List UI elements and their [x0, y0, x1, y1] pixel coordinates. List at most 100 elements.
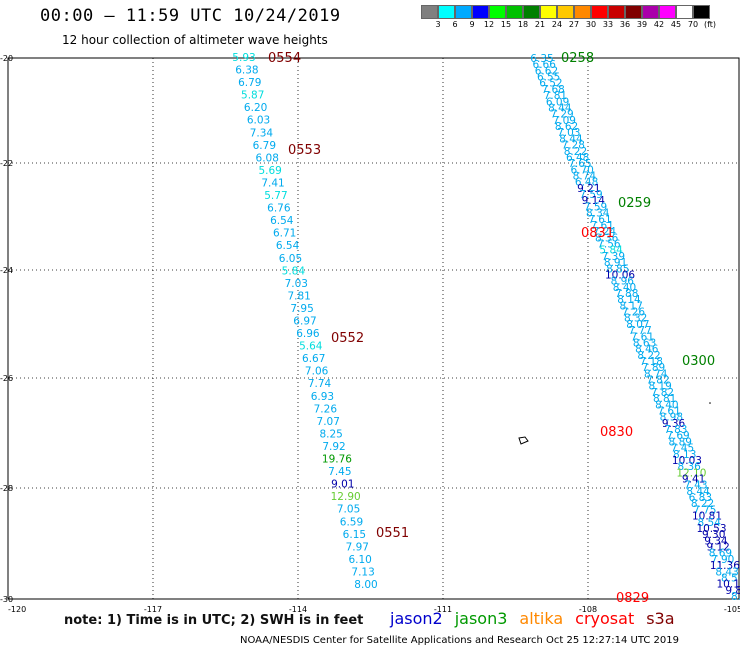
wave-height-value: 5.84: [282, 265, 306, 277]
page-subtitle: 12 hour collection of altimeter wave hei…: [62, 33, 328, 47]
wave-height-value: 7.56: [597, 239, 621, 251]
wave-height-value: 7.06: [305, 366, 329, 378]
page-title: 00:00 — 11:59 UTC 10/24/2019: [40, 6, 341, 26]
wave-height-value: 9.21: [577, 183, 600, 195]
wave-height-value: 7.68: [541, 84, 564, 96]
color-swatch: [472, 5, 489, 19]
wave-height-value: 6.79: [253, 140, 276, 152]
wave-height-value: 9.01: [331, 479, 354, 491]
wave-height-value: 19.76: [322, 454, 352, 466]
wave-height-value: 9.41: [682, 474, 705, 486]
wave-height-value: 8.69: [709, 548, 732, 560]
wave-height-value: 6.54: [270, 215, 294, 227]
wave-height-value: 8.74: [573, 170, 597, 182]
wave-height-value: 5.84: [599, 245, 623, 257]
wave-height-value: 6.38: [235, 65, 258, 77]
wave-height-value: 8.22: [564, 146, 587, 158]
color-scale-label: 30: [585, 20, 597, 29]
color-swatch: [506, 5, 523, 19]
wave-height-value: 8.5: [721, 572, 738, 584]
color-scale-label: 3: [435, 20, 441, 29]
color-scale-label: 24: [551, 20, 563, 29]
wave-height-value: 5.93: [232, 52, 255, 64]
wave-height-value: 8.32: [624, 313, 647, 325]
wave-height-value: 7.39: [602, 251, 625, 263]
satellite-legend: jason2 jason3 altika cryosat s3a: [390, 609, 687, 628]
latitude-label: -20: [0, 54, 13, 63]
wave-height-value: 11.36: [710, 560, 740, 572]
wave-height-value: 7.09: [553, 115, 576, 127]
wave-height-value: 8.44: [548, 102, 572, 114]
wave-height-value: 9.12: [706, 542, 729, 554]
wave-height-value: 7.77: [628, 325, 651, 337]
color-scale-label: 42: [653, 20, 665, 29]
wave-height-value: 8.17: [620, 300, 643, 312]
wave-height-value: 8.40: [613, 282, 636, 294]
wave-height-value: 7.45: [328, 466, 351, 478]
wave-height-value: 8.40: [655, 399, 678, 411]
wave-height-value: 7.89: [642, 362, 665, 374]
wave-height-value: 7.24: [593, 226, 617, 238]
wave-height-value: 7.61: [631, 331, 654, 343]
wave-height-value: 9.14: [582, 195, 606, 207]
footer-credit: NOAA/NESDIS Center for Satellite Applica…: [240, 635, 679, 646]
longitude-label: -105: [724, 605, 740, 614]
wave-height-value: 6.20: [244, 102, 267, 114]
wave-height-value: 7.28: [562, 140, 585, 152]
wave-height-value: 7.88: [615, 288, 638, 300]
color-scale-label: 33: [602, 20, 614, 29]
color-swatch: [421, 5, 438, 19]
longitude-labels: -120 -117 -114 -111 -108 -105: [8, 605, 740, 614]
wave-height-value: 12.90: [331, 491, 361, 503]
wave-height-value: 5.69: [258, 165, 281, 177]
color-scale-swatches: [421, 5, 710, 19]
wave-height-value: 10.12: [717, 579, 740, 591]
wave-height-value: 8.00: [354, 579, 377, 591]
wave-height-value: 9.30: [702, 529, 725, 541]
wave-height-value: 8.25: [319, 428, 342, 440]
wave-height-value: 7.26: [622, 307, 646, 319]
wave-height-value: 6.76: [267, 203, 291, 215]
pass-time-label: 0552: [331, 331, 364, 346]
color-swatch: [693, 5, 710, 19]
wave-height-value: 6.97: [293, 316, 316, 328]
wave-height-value: 7.81: [544, 90, 567, 102]
wave-height-value: 6.70: [570, 164, 593, 176]
wave-height-value: 10.03: [672, 455, 702, 467]
pass-time-label: 0829: [616, 591, 649, 606]
color-swatch: [659, 5, 676, 19]
wave-height-value: 8.98: [660, 412, 683, 424]
wave-height-value: 8.36: [677, 461, 701, 473]
latitude-labels: -20 -22 -24 -26 -28 -30: [0, 54, 13, 604]
wave-height-value: 7.59: [584, 201, 607, 213]
wave-height-value: 7.43: [684, 480, 707, 492]
wave-height-value: 7.13: [351, 566, 374, 578]
map-frame: [7, 57, 740, 600]
color-scale-label: 70: [687, 20, 699, 29]
wave-height-value: 8.91: [604, 257, 627, 269]
wave-height-value: 7.69: [666, 430, 689, 442]
wave-height-value: 8.62: [555, 121, 578, 133]
wave-height-value: 6.52: [539, 78, 562, 90]
wave-height-value: 8.13: [673, 449, 696, 461]
color-swatch: [489, 5, 506, 19]
wave-height-value: 7.82: [646, 375, 669, 387]
satellite-legend-item: s3a: [646, 609, 675, 628]
wave-height-value: 7.90: [711, 554, 734, 566]
wave-height-value: 7.34: [250, 127, 274, 139]
color-swatch: [642, 5, 659, 19]
pass-time-label: 0830: [600, 425, 633, 440]
wave-height-value: 7.45: [671, 443, 694, 455]
wave-height-value: 6.93: [311, 391, 334, 403]
color-scale-label: 18: [517, 20, 529, 29]
wave-height-value: 6.79: [238, 77, 261, 89]
satellite-legend-item: altika: [519, 609, 564, 628]
color-swatch: [676, 5, 693, 19]
wave-height-value: 7.74: [308, 378, 332, 390]
wave-height-value: 8.74: [644, 368, 668, 380]
wave-height-value: 6.35: [530, 53, 553, 65]
wave-height-value: 6.66: [533, 59, 557, 71]
wave-height-value: 6.05: [279, 253, 302, 265]
pass-time-label: 0300: [682, 354, 715, 369]
